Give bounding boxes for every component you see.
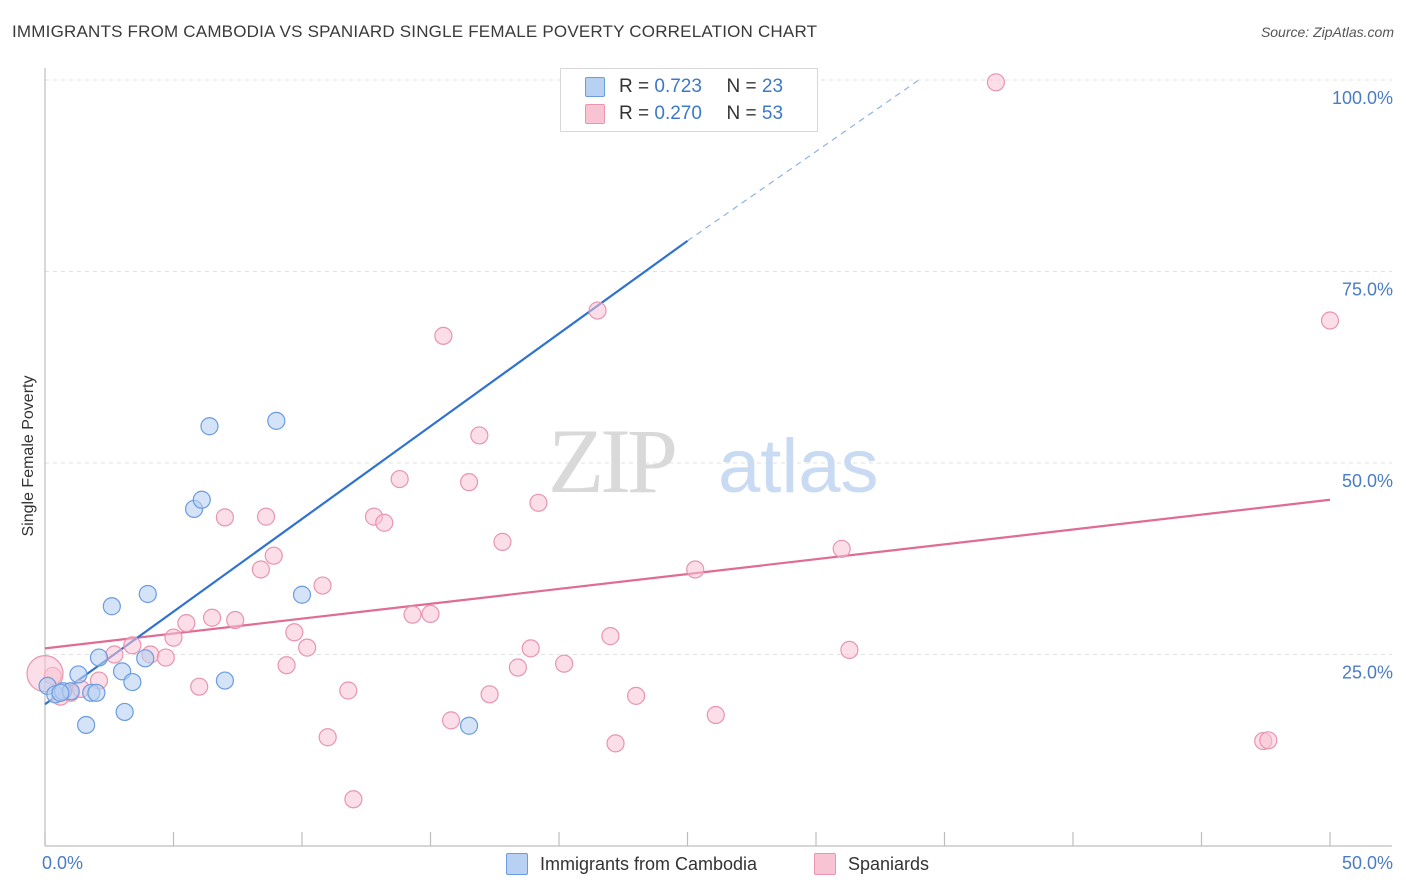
trendline-cambodia-extension <box>687 79 920 242</box>
point-spaniards <box>226 610 245 630</box>
watermark-zip: ZIP <box>548 410 675 512</box>
point-spaniards <box>470 426 489 445</box>
point-spaniards <box>298 638 317 657</box>
point-spaniards <box>177 613 196 633</box>
point-spaniards <box>521 639 540 658</box>
point-spaniards <box>832 539 851 558</box>
bottom-legend-label: Spaniards <box>848 853 930 874</box>
point-cambodia <box>200 417 219 436</box>
point-cambodia <box>51 683 70 702</box>
bottom-legend-swatch-blue <box>506 853 528 875</box>
point-spaniards <box>277 656 296 675</box>
point-spaniards <box>156 648 175 667</box>
point-spaniards <box>339 681 358 700</box>
point-spaniards <box>390 469 409 489</box>
point-spaniards <box>434 326 453 345</box>
legend-r-label: R = <box>619 103 650 124</box>
y-axis-label: Single Female Poverty <box>20 376 37 537</box>
point-spaniards <box>285 623 304 642</box>
legend-r-value: 0.723 <box>654 76 702 97</box>
point-cambodia <box>102 597 121 616</box>
point-cambodia <box>115 702 134 722</box>
watermark-atlas: atlas <box>718 424 879 509</box>
point-spaniards <box>706 705 725 725</box>
point-spaniards <box>375 513 394 532</box>
y-tick-label: 50.0% <box>1342 471 1393 491</box>
point-cambodia <box>89 648 109 667</box>
point-spaniards <box>1320 311 1340 330</box>
point-spaniards <box>190 677 209 696</box>
point-spaniards <box>403 605 422 624</box>
axes <box>44 68 1392 847</box>
point-cambodia <box>69 665 88 684</box>
bottom-legend-label: Immigrants from Cambodia <box>540 853 758 874</box>
point-spaniards <box>686 560 705 579</box>
legend-swatch-pink <box>585 104 605 124</box>
x-tick-label: 0.0% <box>42 853 83 873</box>
point-cambodia <box>267 411 286 430</box>
point-cambodia <box>292 585 312 604</box>
legend-n-value: 23 <box>761 76 784 97</box>
point-spaniards <box>344 790 363 809</box>
point-cambodia <box>138 584 157 604</box>
point-spaniards <box>105 645 124 664</box>
legend-r-label: R = <box>619 76 650 97</box>
point-cambodia <box>123 672 142 692</box>
point-spaniards <box>601 627 620 646</box>
point-spaniards <box>588 301 607 320</box>
legend-n-label: N = <box>726 103 757 124</box>
legend-r-value: 0.270 <box>654 103 702 124</box>
point-spaniards <box>529 493 548 512</box>
trendline-cambodia <box>44 239 689 706</box>
point-spaniards <box>256 507 276 526</box>
gridlines <box>45 79 1392 655</box>
point-spaniards <box>459 473 479 492</box>
point-spaniards <box>164 628 183 647</box>
y-tick-label: 75.0% <box>1342 280 1393 300</box>
point-cambodia <box>136 649 155 668</box>
legend: R = 0.723 N = 23 R = 0.270 N = 53 <box>560 68 818 132</box>
bottom-legend-spaniards: Spaniards <box>814 852 929 876</box>
point-spaniards <box>202 608 222 627</box>
point-spaniards <box>986 73 1006 92</box>
point-spaniards <box>840 640 859 660</box>
point-spaniards <box>555 654 574 673</box>
y-tick-label: 25.0% <box>1342 663 1393 683</box>
chart-title: IMMIGRANTS FROM CAMBODIA VS SPANIARD SIN… <box>12 22 818 41</box>
point-cambodia <box>192 490 211 509</box>
trendlines <box>44 79 1331 706</box>
point-spaniards <box>480 685 499 704</box>
legend-swatch-blue <box>585 77 605 97</box>
point-cambodia <box>215 671 234 690</box>
point-spaniards <box>251 560 270 579</box>
point-spaniards <box>606 734 625 753</box>
point-cambodia <box>459 716 479 735</box>
legend-n-label: N = <box>726 76 757 97</box>
point-spaniards <box>626 686 646 705</box>
point-spaniards <box>1259 731 1278 750</box>
x-tick-label: 50.0% <box>1342 853 1393 873</box>
point-spaniards <box>264 546 283 565</box>
point-spaniards <box>318 728 337 747</box>
point-spaniards <box>313 576 332 595</box>
point-spaniards <box>441 711 461 730</box>
point-cambodia <box>87 683 106 702</box>
legend-n-value: 53 <box>761 103 784 124</box>
point-spaniards <box>421 604 440 624</box>
point-spaniards <box>493 532 512 551</box>
bottom-legend-swatch-pink <box>814 853 836 875</box>
point-spaniards <box>508 658 527 677</box>
y-tick-label: 100.0% <box>1332 88 1393 108</box>
point-spaniards <box>123 636 142 655</box>
source-label: Source: ZipAtlas.com <box>1260 24 1394 40</box>
data-points <box>26 73 1340 809</box>
point-spaniards <box>215 508 234 527</box>
bottom-legend-cambodia: Immigrants from Cambodia <box>506 852 757 876</box>
point-cambodia <box>77 715 96 735</box>
tick-labels: 25.0% 50.0% 75.0% 100.0% 0.0% 50.0% <box>42 88 1393 873</box>
